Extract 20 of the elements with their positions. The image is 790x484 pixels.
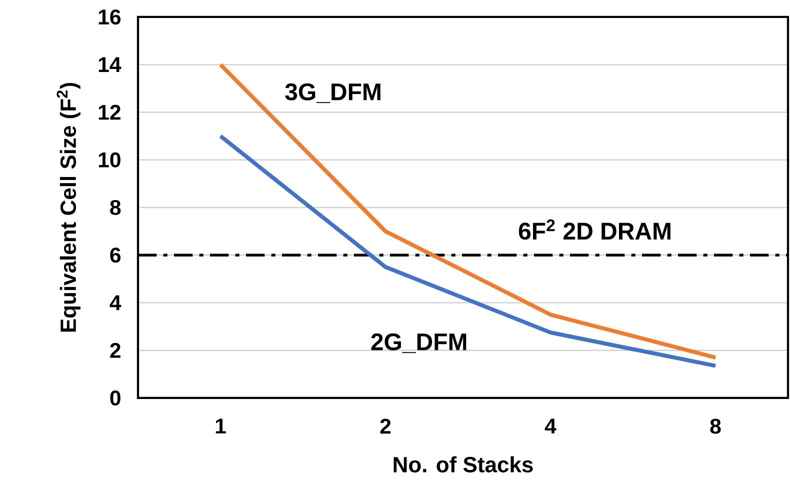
line-series <box>218 62 718 360</box>
line-series <box>218 134 718 368</box>
y-tick-label: 14 <box>98 57 122 72</box>
x-tick-label: 1 <box>216 418 226 434</box>
y-tick-label: 2 <box>110 342 120 358</box>
y-tick-label: 10 <box>98 152 120 168</box>
y-tick-label: 8 <box>110 200 121 216</box>
series-label: 2G_DFM <box>371 333 466 354</box>
y-tick-label: 12 <box>98 104 120 120</box>
y-tick-label: 4 <box>110 295 122 310</box>
x-tick-label: 2 <box>380 418 391 434</box>
x-tick-label: 8 <box>710 418 721 434</box>
ref-line-label: 6F$^{2}$ 2D DRAM <box>518 219 670 240</box>
y-tick-label: 16 <box>98 9 121 25</box>
series-label: 3G_DFM <box>285 83 380 104</box>
y-tick-label: 6 <box>110 248 121 263</box>
x-axis-title: No. of Stacks <box>394 456 533 472</box>
y-tick-label: 0 <box>110 390 120 406</box>
x-tick-label: 4 <box>544 418 556 434</box>
y-axis-title: Equivalent Cell Size (F$^{2}$) <box>56 82 80 332</box>
